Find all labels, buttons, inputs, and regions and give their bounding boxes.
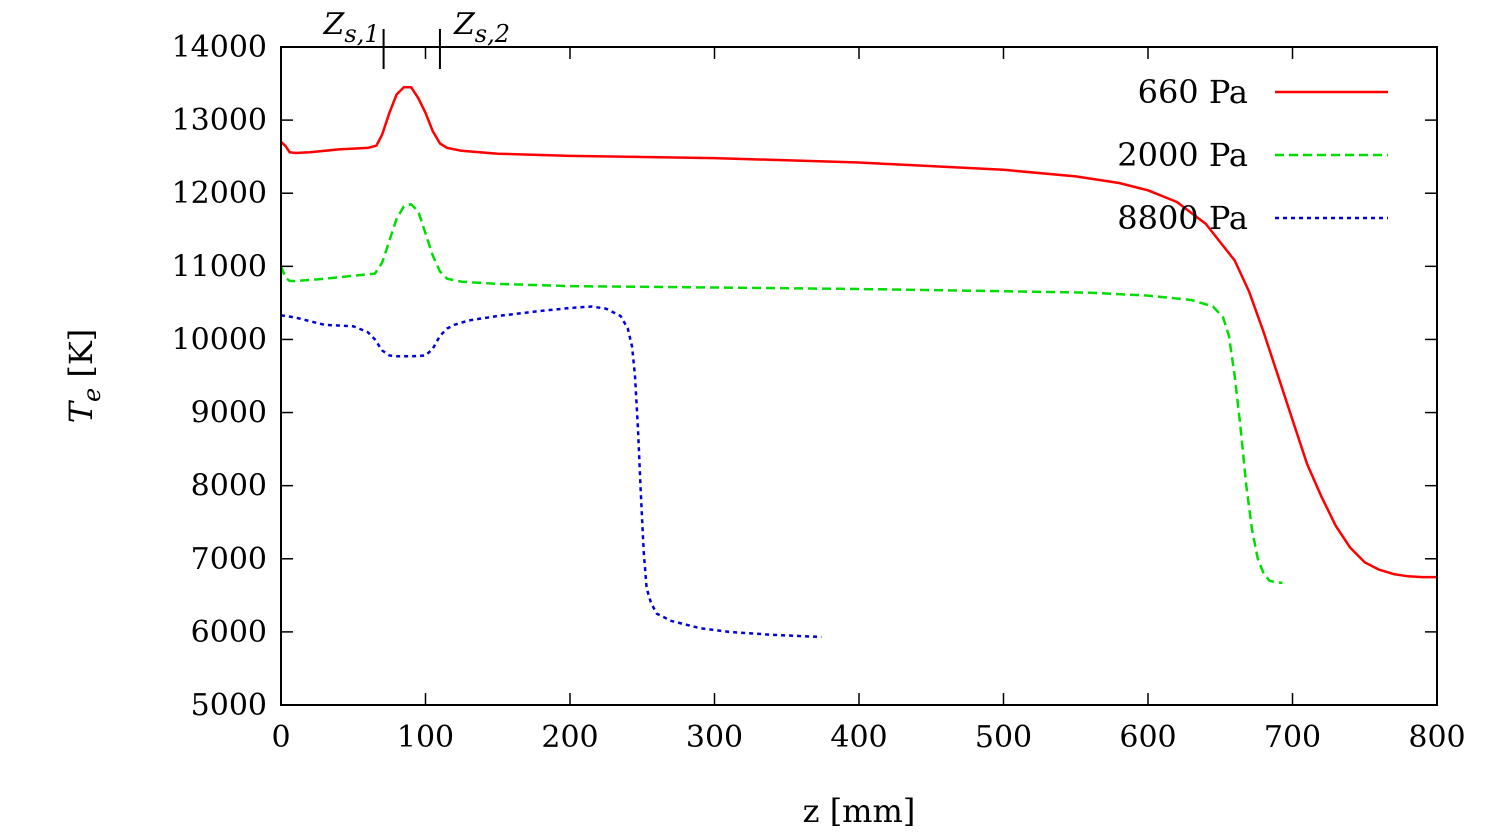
series-line [280,85,1437,579]
y-tick-label: 7000 [191,542,267,577]
legend-label: 8800 Pa [1117,199,1248,237]
y-axis-title: Te [K] [62,329,106,424]
plot-frame [280,46,1438,706]
section-markers: Zs,1 Zs,2 [323,7,510,69]
y-tick-label: 8000 [191,469,267,504]
section-marker-label: Zs,2 [453,7,510,48]
series-line [280,305,822,639]
y-tick-label: 14000 [172,30,267,65]
plot-area [279,85,1437,639]
x-tick-label: 500 [975,720,1032,755]
x-tick-label: 300 [686,720,743,755]
y-tick-label: 5000 [191,688,267,723]
x-tick-label: 800 [1408,720,1465,755]
x-tick-label: 100 [397,720,454,755]
x-tick-label: 200 [541,720,598,755]
y-tick-label: 12000 [172,176,267,211]
section-marker-label: Zs,1 [323,7,380,48]
series-line [279,202,1283,585]
y-tick-label: 6000 [191,615,267,650]
x-axis-title: z [mm] [803,792,916,830]
x-tick-label: 600 [1119,720,1176,755]
axis-ticks: 0 100 200 300 400 500 600 700 800 5000 6000 7000 800… [172,30,1466,755]
y-tick-label: 11000 [172,249,267,284]
legend-label: 660 Pa [1138,73,1248,111]
x-tick-label: 700 [1264,720,1321,755]
x-tick-label: 0 [271,720,290,755]
y-tick-label: 13000 [172,103,267,138]
y-tick-label: 9000 [191,396,267,431]
x-tick-label: 400 [830,720,887,755]
legend-label: 2000 Pa [1117,136,1248,174]
y-tick-label: 10000 [172,322,267,357]
legend: 660 Pa 2000 Pa 8800 Pa [1117,73,1388,237]
